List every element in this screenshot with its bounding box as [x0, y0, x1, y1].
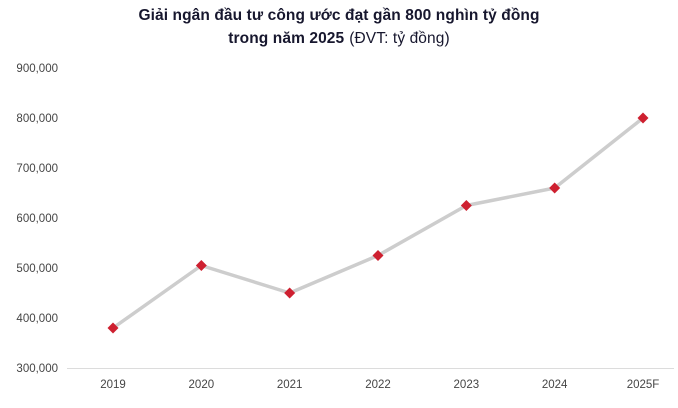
- y-tick-label: 800,000: [16, 113, 58, 125]
- data-point-marker: [460, 200, 472, 211]
- y-tick-label: 700,000: [16, 163, 58, 175]
- data-point-marker: [107, 322, 119, 334]
- y-tick-label: 900,000: [16, 63, 58, 75]
- x-tick-label: 2023: [454, 379, 480, 391]
- chart-title: Giải ngân đầu tư công ước đạt gần 800 ng…: [0, 4, 678, 50]
- data-point-marker: [372, 250, 384, 261]
- series-line: [111, 116, 645, 330]
- x-tick-label: 2024: [542, 379, 568, 391]
- x-tick-label: 2019: [100, 379, 126, 391]
- y-tick-label: 400,000: [16, 313, 58, 325]
- y-tick-label: 500,000: [16, 263, 58, 275]
- data-point-marker: [195, 260, 207, 271]
- chart-unit-note: (ĐVT: tỷ đồng): [349, 30, 450, 47]
- x-tick-label: 2021: [277, 379, 303, 391]
- data-point-marker: [284, 287, 296, 299]
- chart-title-year: trong năm 2025: [228, 30, 345, 47]
- data-point-marker: [637, 112, 649, 124]
- chart-title-text: Giải ngân đầu tư công ước đạt gần 800 ng…: [138, 7, 540, 24]
- data-point-marker: [549, 182, 561, 194]
- x-tick-label: 2025F: [627, 379, 660, 391]
- y-tick-label: 600,000: [16, 213, 58, 225]
- y-tick-label: 300,000: [16, 363, 58, 375]
- chart-title-line1: Giải ngân đầu tư công ước đạt gần 800 ng…: [0, 4, 678, 27]
- x-tick-label: 2022: [365, 379, 391, 391]
- chart-title-line2: trong năm 2025 (ĐVT: tỷ đồng): [0, 27, 678, 50]
- x-tick-label: 2020: [189, 379, 215, 391]
